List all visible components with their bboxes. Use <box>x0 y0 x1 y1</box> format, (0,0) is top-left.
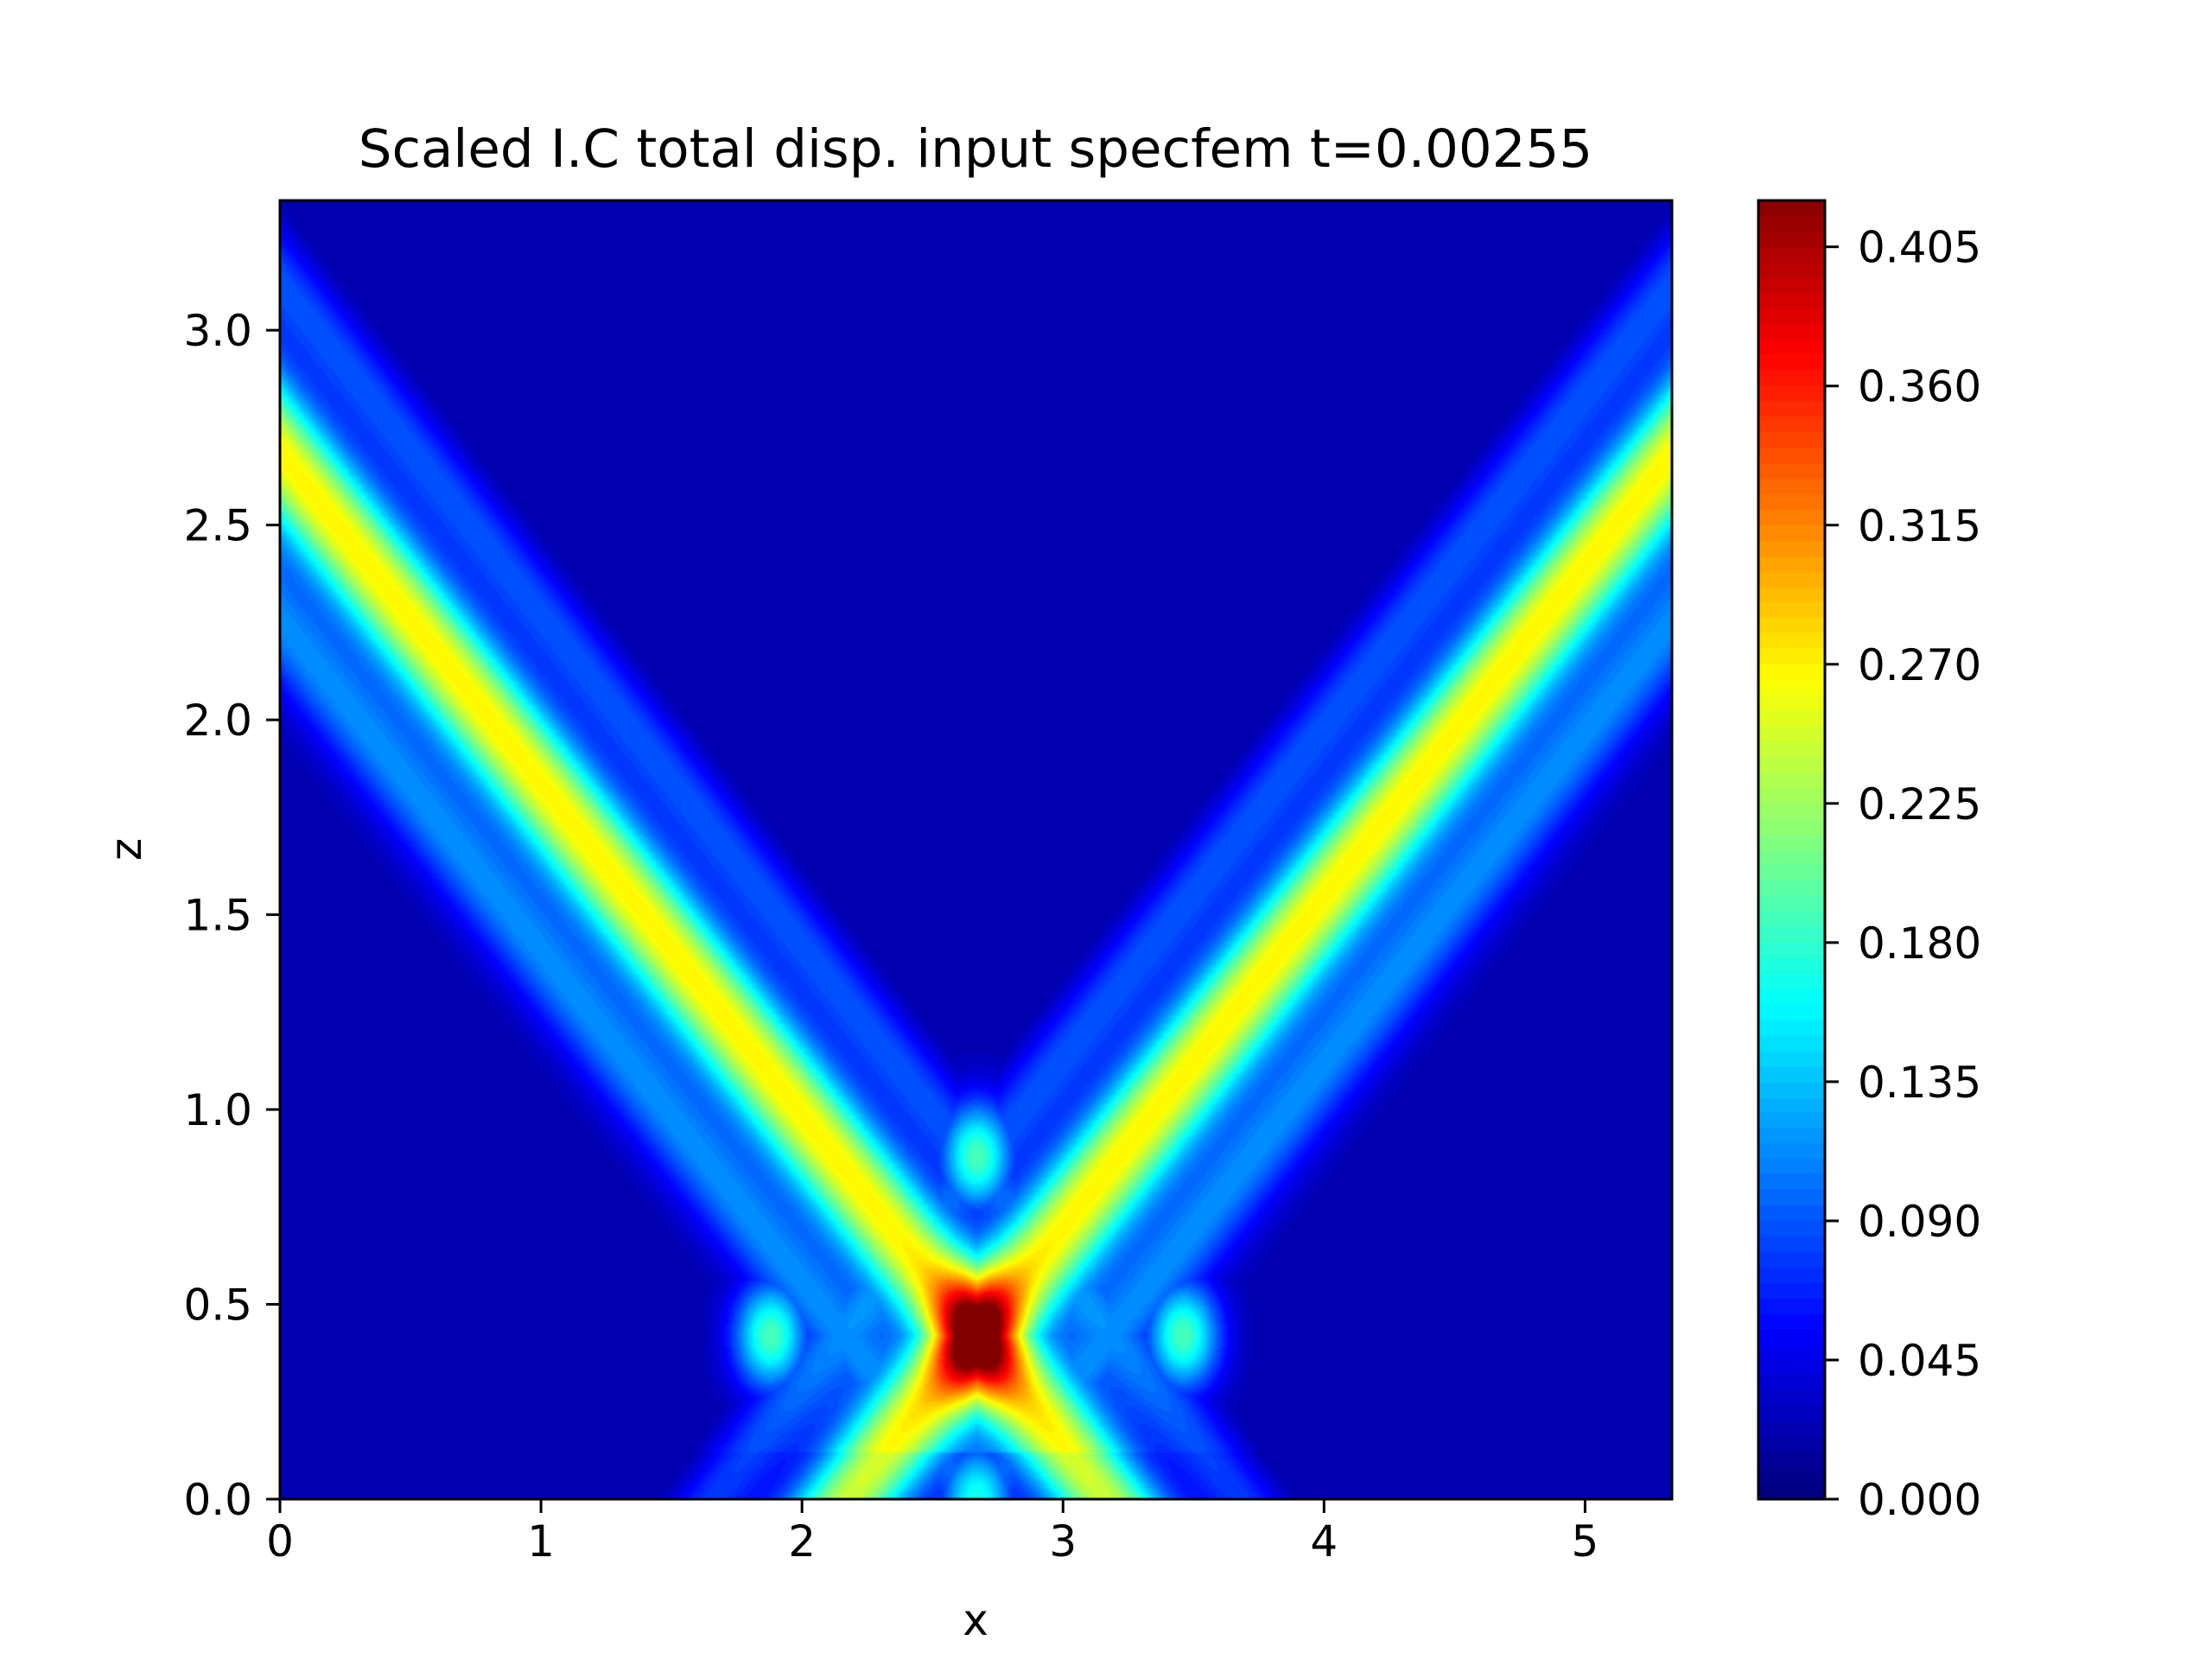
colorbar-tick-label: 0.360 <box>1858 362 1981 412</box>
y-tick-label: 1.0 <box>183 1085 252 1135</box>
y-tick-label: 2.5 <box>183 501 252 551</box>
x-tick-label: 3 <box>1049 1516 1077 1567</box>
y-tick-label: 1.5 <box>183 891 252 941</box>
colorbar-tick-label: 0.405 <box>1858 223 1981 273</box>
y-tick-label: 3.0 <box>183 306 252 356</box>
x-axis: 0 1 2 3 4 5 <box>266 1499 1599 1567</box>
colorbar-tick-label: 0.225 <box>1858 779 1981 830</box>
colorbar-tick-label: 0.045 <box>1858 1336 1981 1386</box>
colorbar-axis: 0.000 0.045 0.090 0.135 0.180 0.225 0.270 0.315… <box>1825 223 1981 1525</box>
colorbar-tick-label: 0.135 <box>1858 1058 1981 1108</box>
colorbar-tick-label: 0.000 <box>1858 1475 1981 1525</box>
x-axis-label: x <box>963 1595 988 1645</box>
y-axis-label: z <box>101 838 151 861</box>
x-tick-label: 0 <box>266 1516 294 1567</box>
plot-frame <box>278 199 1674 1501</box>
colorbar-tick-label: 0.180 <box>1858 918 1981 969</box>
y-tick-label: 2.0 <box>183 696 252 746</box>
x-tick-label: 2 <box>788 1516 816 1567</box>
x-tick-label: 1 <box>527 1516 555 1567</box>
colorbar-tick-label: 0.315 <box>1858 501 1981 551</box>
colorbar-gradient <box>1758 200 1825 1499</box>
colorbar-frame <box>1757 199 1827 1501</box>
x-tick-label: 5 <box>1572 1516 1599 1567</box>
heatmap-image <box>280 200 1672 1499</box>
y-axis: 0.0 0.5 1.0 1.5 2.0 2.5 3.0 <box>183 306 280 1525</box>
colorbar-tick-label: 0.090 <box>1858 1197 1981 1247</box>
chart-title: Scaled I.C total disp. input specfem t=0… <box>359 118 1592 180</box>
y-tick-label: 0.0 <box>183 1475 252 1525</box>
y-tick-label: 0.5 <box>183 1281 252 1331</box>
x-tick-label: 4 <box>1310 1516 1338 1567</box>
colorbar-tick-label: 0.270 <box>1858 640 1981 690</box>
